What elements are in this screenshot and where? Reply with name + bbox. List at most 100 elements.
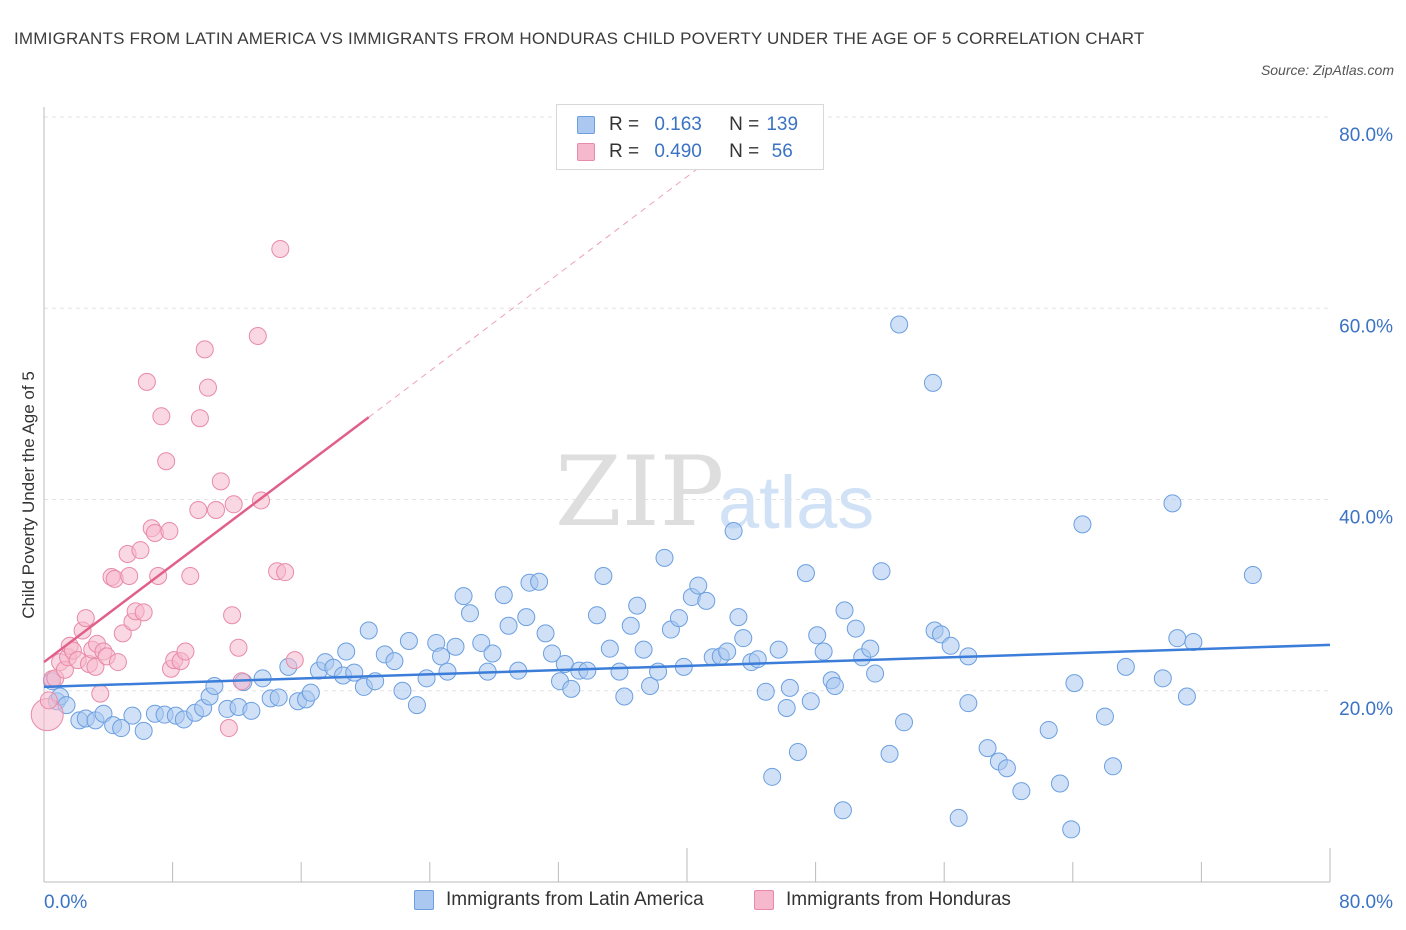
- data-point: [866, 664, 885, 683]
- data-point: [1103, 757, 1122, 776]
- data-point: [724, 522, 743, 541]
- data-point: [777, 698, 796, 717]
- data-point: [641, 676, 660, 695]
- data-point: [219, 719, 238, 738]
- data-point: [120, 567, 139, 585]
- trendline-honduras: [43, 416, 370, 664]
- data-point: [517, 608, 536, 627]
- data-point: [276, 563, 295, 582]
- honduras-swatch: [577, 143, 595, 161]
- data-point: [190, 409, 209, 428]
- data-point: [271, 239, 290, 258]
- data-point: [949, 808, 968, 827]
- data-point: [923, 373, 942, 392]
- data-point: [895, 713, 914, 732]
- y-tick-label: 80.0%: [1339, 125, 1393, 146]
- data-point: [385, 652, 404, 671]
- data-point: [39, 691, 58, 710]
- data-point: [890, 315, 909, 334]
- data-point: [134, 721, 153, 740]
- data-point: [621, 616, 640, 635]
- data-point: [1012, 782, 1031, 801]
- data-point: [1039, 720, 1058, 739]
- data-point: [788, 742, 807, 761]
- data-point: [483, 644, 502, 663]
- data-point: [594, 567, 613, 585]
- y-tick-label: 40.0%: [1339, 508, 1393, 529]
- data-point: [417, 669, 436, 688]
- data-point: [1116, 657, 1135, 676]
- x-tick-label: 80.0%: [1339, 892, 1393, 913]
- data-point: [472, 633, 491, 652]
- data-point: [880, 744, 899, 763]
- data-point: [763, 767, 782, 786]
- data-point: [399, 632, 418, 651]
- data-point: [157, 452, 176, 471]
- data-point: [301, 683, 320, 702]
- data-point: [91, 684, 110, 703]
- data-point: [86, 657, 105, 676]
- data-point: [729, 608, 748, 627]
- data-point: [814, 642, 833, 661]
- n-label: N =: [729, 141, 760, 162]
- data-point: [393, 681, 412, 700]
- data-point: [253, 669, 272, 688]
- data-point: [872, 562, 891, 581]
- series-legend: Immigrants from Latin America Immigrants…: [0, 889, 1406, 915]
- data-point: [600, 639, 619, 658]
- data-point: [94, 704, 113, 723]
- data-point: [615, 687, 634, 706]
- chart-title: IMMIGRANTS FROM LATIN AMERICA VS IMMIGRA…: [14, 29, 1145, 48]
- data-point: [846, 619, 865, 638]
- y-tick-label: 60.0%: [1339, 316, 1393, 337]
- data-point: [176, 642, 195, 661]
- data-point: [269, 688, 288, 707]
- data-point: [1073, 515, 1092, 534]
- r-label: R =: [609, 141, 640, 162]
- honduras-legend-swatch: [754, 890, 774, 910]
- data-point: [587, 606, 606, 625]
- n-value-latin-america: 139: [766, 114, 799, 135]
- data-point: [207, 501, 226, 520]
- trendline-honduras-extension: [368, 151, 720, 418]
- data-point: [1095, 707, 1114, 726]
- data-point: [1163, 494, 1182, 513]
- data-point: [769, 640, 788, 659]
- data-point: [562, 679, 581, 698]
- data-point: [1062, 820, 1081, 839]
- data-point: [224, 495, 243, 514]
- data-point: [131, 541, 150, 560]
- data-point: [108, 653, 127, 672]
- data-point: [833, 801, 852, 820]
- data-point: [861, 639, 880, 658]
- data-point: [152, 407, 171, 426]
- r-label: R =: [609, 114, 640, 135]
- data-point: [407, 696, 426, 715]
- latin-america-swatch: [577, 116, 595, 134]
- data-point: [494, 586, 513, 605]
- x-tick-label: 0.0%: [44, 892, 87, 913]
- data-point: [345, 663, 364, 682]
- data-point: [1065, 674, 1084, 693]
- data-point: [134, 603, 153, 622]
- data-point: [718, 642, 737, 661]
- data-point: [959, 694, 978, 713]
- data-point: [438, 662, 457, 681]
- data-point: [112, 719, 131, 738]
- data-point: [689, 576, 708, 595]
- data-point: [734, 629, 753, 648]
- data-point: [530, 572, 549, 591]
- data-point: [835, 601, 854, 620]
- data-point: [1168, 629, 1187, 648]
- data-point: [801, 692, 820, 711]
- y-tick-label: 20.0%: [1339, 699, 1393, 720]
- data-point: [76, 609, 95, 628]
- data-point: [756, 682, 775, 701]
- latin-america-legend-swatch: [414, 890, 434, 910]
- data-point: [337, 642, 356, 661]
- series-legend-honduras: Immigrants from Honduras: [754, 889, 1011, 911]
- data-point: [1177, 687, 1196, 706]
- data-point: [223, 606, 242, 625]
- data-point: [242, 701, 261, 720]
- data-point: [542, 644, 561, 663]
